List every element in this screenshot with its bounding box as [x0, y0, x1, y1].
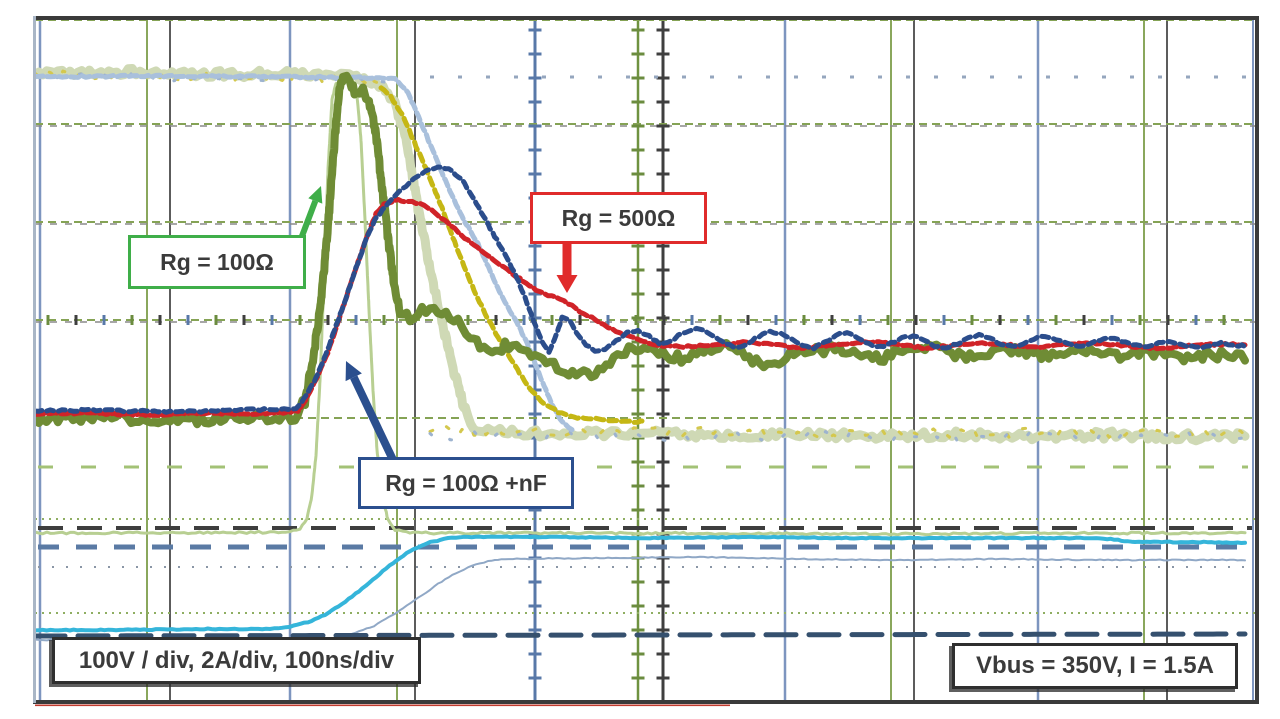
scale-settings-text: 100V / div, 2A/div, 100ns/div	[78, 646, 395, 674]
ann-rg100: Rg = 100Ω	[128, 235, 306, 289]
ann-scale_info: 100V / div, 2A/div, 100ns/div	[52, 637, 421, 684]
ann-rg100nf: Rg = 100Ω +nF	[358, 457, 574, 509]
label-rg-100: Rg = 100Ω	[160, 248, 274, 275]
label-rg-100-nf: Rg = 100Ω +nF	[385, 469, 547, 496]
label-rg-500: Rg = 500Ω	[561, 204, 676, 231]
ann-conditions: Vbus = 350V, I = 1.5A	[952, 643, 1238, 689]
ann-rg500: Rg = 500Ω	[530, 192, 707, 244]
test-conditions-text: Vbus = 350V, I = 1.5A	[976, 652, 1214, 679]
